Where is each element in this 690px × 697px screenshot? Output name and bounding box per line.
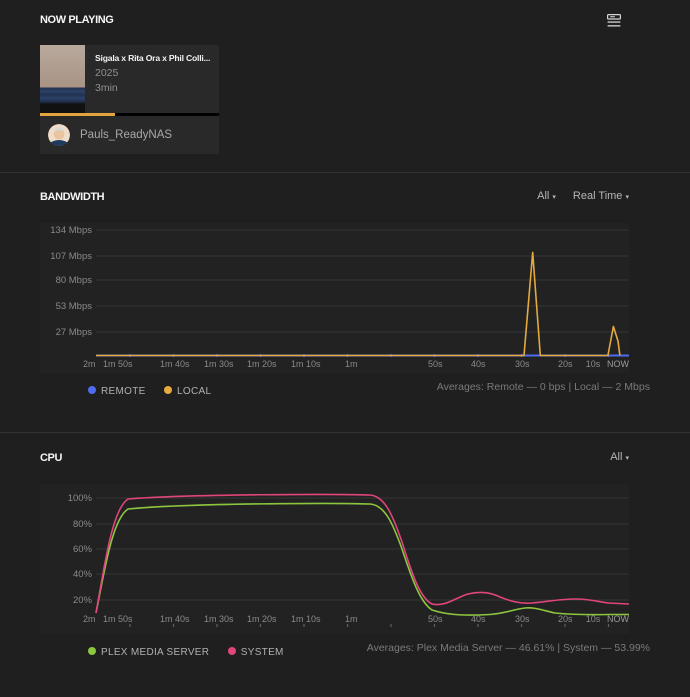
svg-text:NOW: NOW [607,359,629,369]
svg-text:10s: 10s [586,614,601,624]
svg-text:1m 20s: 1m 20s [247,359,277,369]
svg-text:40s: 40s [471,359,486,369]
svg-text:1m 10s: 1m 10s [291,359,321,369]
svg-text:1m 20s: 1m 20s [247,614,277,624]
svg-text:20%: 20% [73,595,93,606]
svg-text:80 Mbps: 80 Mbps [56,275,93,286]
svg-text:30s: 30s [515,359,530,369]
svg-text:1m 40s: 1m 40s [160,614,190,624]
svg-text:50s: 50s [428,614,443,624]
svg-text:40%: 40% [73,569,93,580]
svg-text:1m 10s: 1m 10s [291,614,321,624]
svg-text:2m: 2m [83,359,96,369]
svg-text:1m: 1m [345,614,358,624]
svg-text:NOW: NOW [607,614,629,624]
svg-text:1m 30s: 1m 30s [204,614,234,624]
svg-text:27 Mbps: 27 Mbps [56,327,93,338]
svg-text:20s: 20s [558,359,573,369]
svg-text:20s: 20s [558,614,573,624]
svg-text:50s: 50s [428,359,443,369]
svg-text:1m 30s: 1m 30s [204,359,234,369]
svg-text:1m 40s: 1m 40s [160,359,190,369]
svg-text:10s: 10s [586,359,601,369]
svg-text:1m 50s: 1m 50s [103,614,133,624]
svg-text:60%: 60% [73,544,93,555]
svg-text:134 Mbps: 134 Mbps [50,225,92,236]
svg-text:100%: 100% [68,493,93,504]
svg-text:53 Mbps: 53 Mbps [56,301,93,312]
svg-text:2m: 2m [83,614,96,624]
svg-text:1m 50s: 1m 50s [103,359,133,369]
svg-text:1m: 1m [345,359,358,369]
svg-text:40s: 40s [471,614,486,624]
svg-text:107 Mbps: 107 Mbps [50,251,92,262]
svg-text:80%: 80% [73,519,93,530]
svg-text:30s: 30s [515,614,530,624]
